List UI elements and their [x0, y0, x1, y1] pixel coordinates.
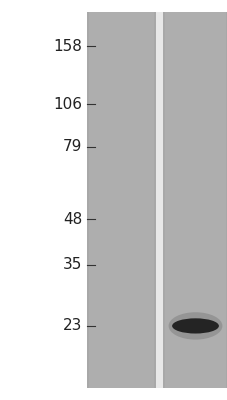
- Text: 48: 48: [63, 212, 82, 227]
- Bar: [162, 12, 227, 388]
- Bar: [165, 12, 225, 388]
- Text: 35: 35: [62, 258, 82, 272]
- Text: 158: 158: [53, 39, 82, 54]
- Text: 106: 106: [53, 97, 82, 112]
- Ellipse shape: [168, 312, 221, 340]
- Text: 23: 23: [62, 318, 82, 334]
- Bar: [86, 12, 155, 388]
- Bar: [155, 12, 162, 388]
- Ellipse shape: [171, 318, 218, 334]
- Bar: [89, 12, 153, 388]
- Text: 79: 79: [62, 139, 82, 154]
